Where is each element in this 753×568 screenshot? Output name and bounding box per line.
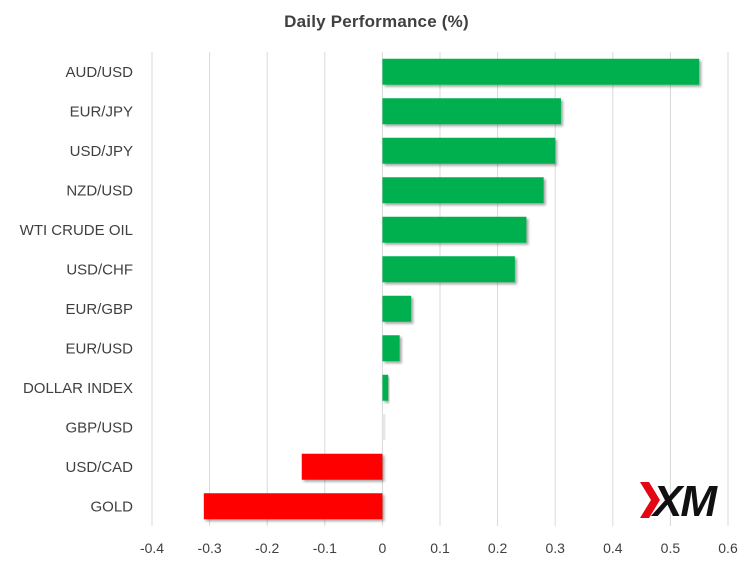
xm-logo: XM <box>640 477 720 526</box>
x-tick-label: 0.6 <box>718 540 738 556</box>
category-label: USD/JPY <box>70 143 133 160</box>
x-tick-label: -0.4 <box>140 540 164 556</box>
category-label: EUR/USD <box>65 340 133 357</box>
category-label: WTI CRUDE OIL <box>20 222 133 239</box>
bar <box>382 177 544 204</box>
xm-logo-text: XM <box>650 477 718 526</box>
bar <box>382 58 700 85</box>
category-label: USD/CAD <box>65 459 133 476</box>
bar <box>382 374 389 401</box>
category-label: AUD/USD <box>65 64 133 81</box>
category-labels: AUD/USD EUR/JPY USD/JPY NZD/USD WTI CRUDE OI… <box>20 64 134 516</box>
category-label: USD/CHF <box>66 261 133 278</box>
bar <box>382 137 556 164</box>
bar <box>382 414 386 441</box>
category-label: DOLLAR INDEX <box>23 380 133 397</box>
bar <box>382 335 400 362</box>
category-label: NZD/USD <box>66 182 133 199</box>
x-tick-label: 0.2 <box>488 540 508 556</box>
category-label: EUR/JPY <box>70 103 133 120</box>
x-tick-label: 0.3 <box>545 540 565 556</box>
x-tick-label: 0.5 <box>661 540 681 556</box>
bar <box>382 216 527 243</box>
bar <box>382 256 515 283</box>
bar <box>382 295 412 322</box>
bar <box>382 98 561 125</box>
x-tick-label: -0.1 <box>313 540 337 556</box>
x-tick-label: -0.3 <box>198 540 222 556</box>
gridlines <box>151 52 729 526</box>
category-label: GOLD <box>90 498 133 515</box>
bar <box>203 493 383 520</box>
category-label: EUR/GBP <box>65 301 133 318</box>
xm-logo-red-chevron <box>640 482 660 518</box>
x-axis-tick-labels: -0.4 -0.3 -0.2 -0.1 0 0.1 0.2 0.3 0.4 0.5 0.6 <box>140 540 738 556</box>
bar <box>301 453 383 480</box>
chart-title: Daily Performance (%) <box>284 12 469 31</box>
x-tick-label: -0.2 <box>255 540 279 556</box>
bars <box>203 58 700 520</box>
x-tick-label: 0 <box>379 540 387 556</box>
x-tick-label: 0.4 <box>603 540 623 556</box>
x-tick-label: 0.1 <box>430 540 450 556</box>
category-label: GBP/USD <box>65 419 133 436</box>
